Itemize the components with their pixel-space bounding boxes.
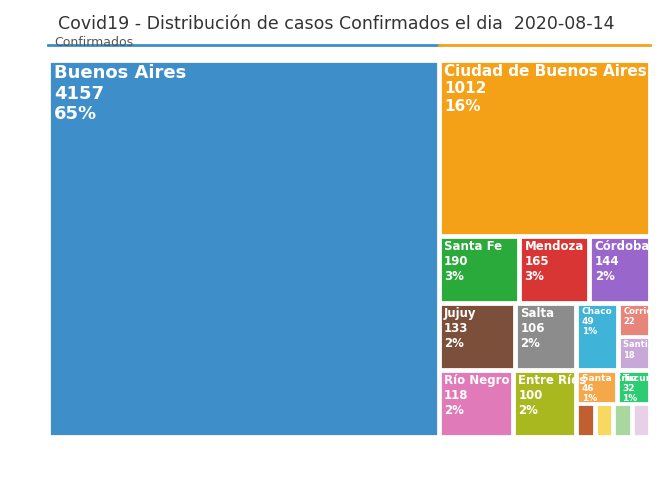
FancyBboxPatch shape <box>619 303 649 336</box>
Text: Mendoza
165
3%: Mendoza 165 3% <box>525 240 584 283</box>
Text: Buenos Aires
4157
65%: Buenos Aires 4157 65% <box>54 64 186 123</box>
FancyBboxPatch shape <box>50 60 437 436</box>
Text: Corrientes
22: Corrientes 22 <box>623 307 672 326</box>
FancyBboxPatch shape <box>577 404 594 436</box>
FancyBboxPatch shape <box>633 404 649 436</box>
Text: Covid19 - Distribución de casos Confirmados el dia  2020-08-14: Covid19 - Distribución de casos Confirma… <box>58 15 614 34</box>
Text: Santiago del Estero
18: Santiago del Estero 18 <box>623 340 672 360</box>
FancyBboxPatch shape <box>590 237 649 302</box>
FancyBboxPatch shape <box>577 371 616 403</box>
Text: Ciudad de Buenos Aires
1012
16%: Ciudad de Buenos Aires 1012 16% <box>444 64 646 114</box>
FancyBboxPatch shape <box>618 371 649 403</box>
FancyBboxPatch shape <box>520 237 588 302</box>
Text: Chaco
49
1%: Chaco 49 1% <box>582 307 612 336</box>
FancyBboxPatch shape <box>439 371 512 436</box>
Text: Córdoba
144
2%: Córdoba 144 2% <box>595 240 650 283</box>
FancyBboxPatch shape <box>516 303 575 369</box>
Text: Confirmados: Confirmados <box>54 36 133 49</box>
FancyBboxPatch shape <box>439 61 649 235</box>
Text: Santa Cruz
46
1%: Santa Cruz 46 1% <box>582 373 637 404</box>
FancyBboxPatch shape <box>439 303 514 369</box>
FancyBboxPatch shape <box>514 371 575 436</box>
Text: Salta
106
2%: Salta 106 2% <box>521 307 554 349</box>
FancyBboxPatch shape <box>619 337 649 369</box>
Text: Tucumán
32
1%: Tucumán 32 1% <box>622 373 668 404</box>
Text: Río Negro
118
2%: Río Negro 118 2% <box>444 373 509 417</box>
FancyBboxPatch shape <box>439 237 518 302</box>
FancyBboxPatch shape <box>577 303 617 369</box>
FancyBboxPatch shape <box>596 404 612 436</box>
Text: Jujuy
133
2%: Jujuy 133 2% <box>444 307 476 349</box>
Text: Santa Fe
190
3%: Santa Fe 190 3% <box>444 240 502 283</box>
Text: Entre Ríos
100
2%: Entre Ríos 100 2% <box>519 373 587 417</box>
FancyBboxPatch shape <box>614 404 631 436</box>
